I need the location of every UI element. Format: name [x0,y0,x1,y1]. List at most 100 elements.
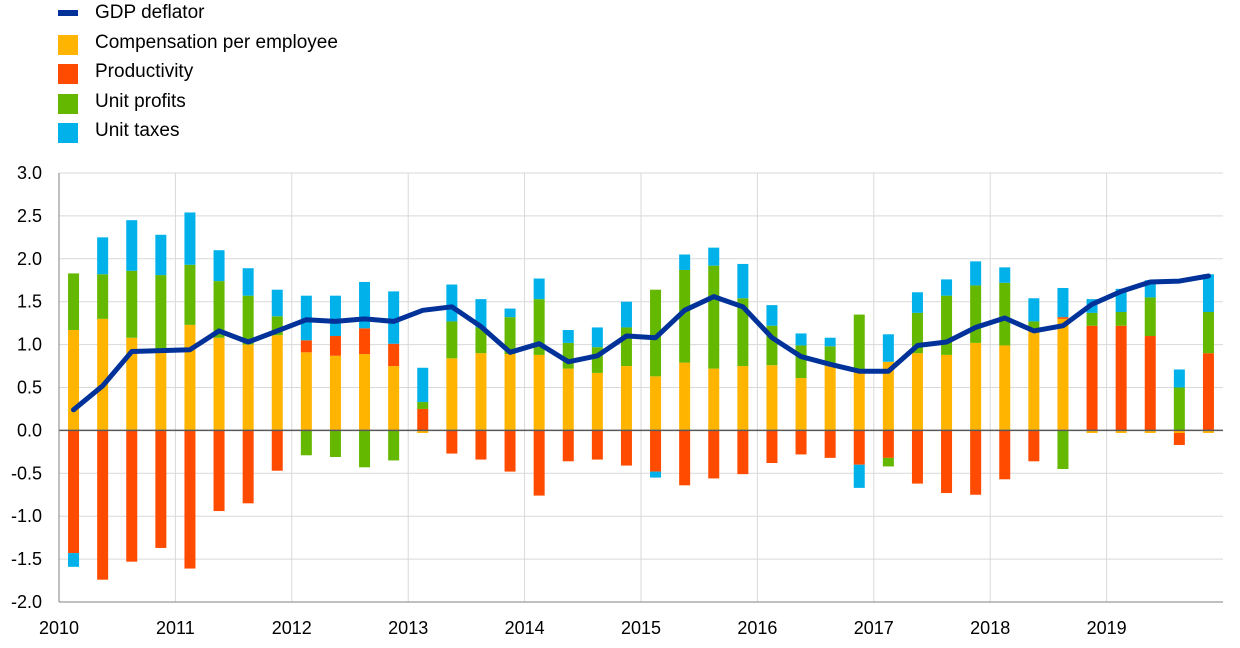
bar-unit-profits [271,316,283,336]
bar-unit-profits [737,298,749,367]
bar-compensation-per-employee [591,372,603,431]
bar-unit-profits [97,274,109,319]
bar-productivity [824,430,836,458]
bar-unit-profits [184,264,196,325]
bar-unit-taxes [882,334,894,362]
bar-unit-taxes [446,284,458,322]
bar-productivity [184,430,196,569]
bar-unit-taxes [475,299,487,328]
bar-unit-taxes [795,333,807,346]
bar-productivity [271,430,283,471]
bar-unit-profits [329,430,341,457]
bar-unit-taxes [504,308,516,318]
x-tick-label: 2015 [621,618,661,638]
bar-compensation-per-employee [562,368,574,431]
bar-unit-taxes [1057,287,1069,318]
bar-productivity [1173,432,1185,445]
bar-unit-taxes [97,237,109,275]
bar-unit-taxes [271,289,283,317]
y-tick-label: 0.5 [17,378,42,398]
bar-unit-taxes [417,367,429,403]
bar-compensation-per-employee [999,345,1011,431]
bar-unit-taxes [329,295,341,337]
bar-unit-taxes [533,278,545,300]
bar-productivity [562,430,574,462]
bar-compensation-per-employee [911,353,923,431]
bar-productivity [591,430,603,460]
bar-productivity [242,430,254,504]
bar-compensation-per-employee [853,370,865,431]
bar-unit-taxes [184,212,196,265]
bar-compensation-per-employee [68,330,80,431]
legend-label: Unit profits [95,90,186,112]
bar-productivity [941,430,953,494]
legend-label: Unit taxes [95,120,180,141]
bar-productivity [911,430,923,484]
y-tick-label: 3.0 [17,163,42,183]
bar-unit-profits [533,299,545,355]
bar-unit-profits [882,457,894,467]
legend-swatch [58,10,78,16]
bar-compensation-per-employee [1028,330,1040,431]
bar-unit-profits [853,314,865,371]
bar-compensation-per-employee [155,350,167,431]
bar-productivity [504,430,516,472]
legend-swatch [58,64,78,84]
legend-label: Compensation per employee [95,31,338,53]
bar-productivity [1202,353,1214,431]
legend-swatch [58,123,78,143]
bar-compensation-per-employee [1115,430,1127,433]
bar-productivity [1115,325,1127,431]
bar-unit-profits [1115,311,1127,326]
bar-unit-profits [446,321,458,359]
bar-unit-profits [824,346,836,364]
bar-unit-profits [999,282,1011,346]
bar-compensation-per-employee [97,318,109,431]
bar-productivity [1086,325,1098,431]
bar-unit-taxes [766,305,778,326]
bar-compensation-per-employee [766,365,778,431]
bar-unit-profits [504,317,516,355]
bar-unit-profits [1144,297,1156,337]
bar-unit-taxes [1173,369,1185,388]
legend-label: Productivity [95,61,194,82]
bar-compensation-per-employee [620,366,632,431]
y-tick-label: -1.0 [11,506,42,526]
y-tick-label: 2.5 [17,206,42,226]
bar-productivity [620,430,632,466]
bar-productivity [68,430,80,554]
bar-unit-taxes [1028,298,1040,322]
bar-unit-taxes [126,220,138,271]
bar-unit-profits [1173,387,1185,431]
bar-unit-profits [213,281,225,338]
y-tick-label: -0.5 [11,463,42,483]
bar-compensation-per-employee [708,368,720,431]
bar-compensation-per-employee [1173,430,1185,433]
bar-unit-taxes [359,281,371,329]
bar-unit-taxes [999,267,1011,283]
bar-unit-profits [591,347,603,373]
bar-unit-taxes [708,247,720,266]
bar-unit-profits [1086,312,1098,326]
bar-unit-taxes [1144,280,1156,298]
bar-unit-profits [679,269,691,363]
bar-productivity [155,430,167,548]
legend-swatch [58,93,78,114]
bar-unit-profits [388,430,400,461]
bar-compensation-per-employee [824,363,836,431]
x-tick-label: 2016 [737,618,777,638]
bar-compensation-per-employee [679,362,691,431]
bar-unit-profits [300,430,312,456]
bar-compensation-per-employee [504,354,516,431]
bar-productivity [882,430,894,458]
x-tick-label: 2018 [970,618,1010,638]
bar-compensation-per-employee [970,342,982,431]
bar-compensation-per-employee [271,335,283,431]
x-tick-label: 2013 [388,618,428,638]
bar-compensation-per-employee [737,366,749,431]
bar-unit-profits [708,265,720,369]
bar-compensation-per-employee [533,354,545,431]
bar-compensation-per-employee [941,354,953,431]
line-gdp-deflator [71,273,1211,413]
